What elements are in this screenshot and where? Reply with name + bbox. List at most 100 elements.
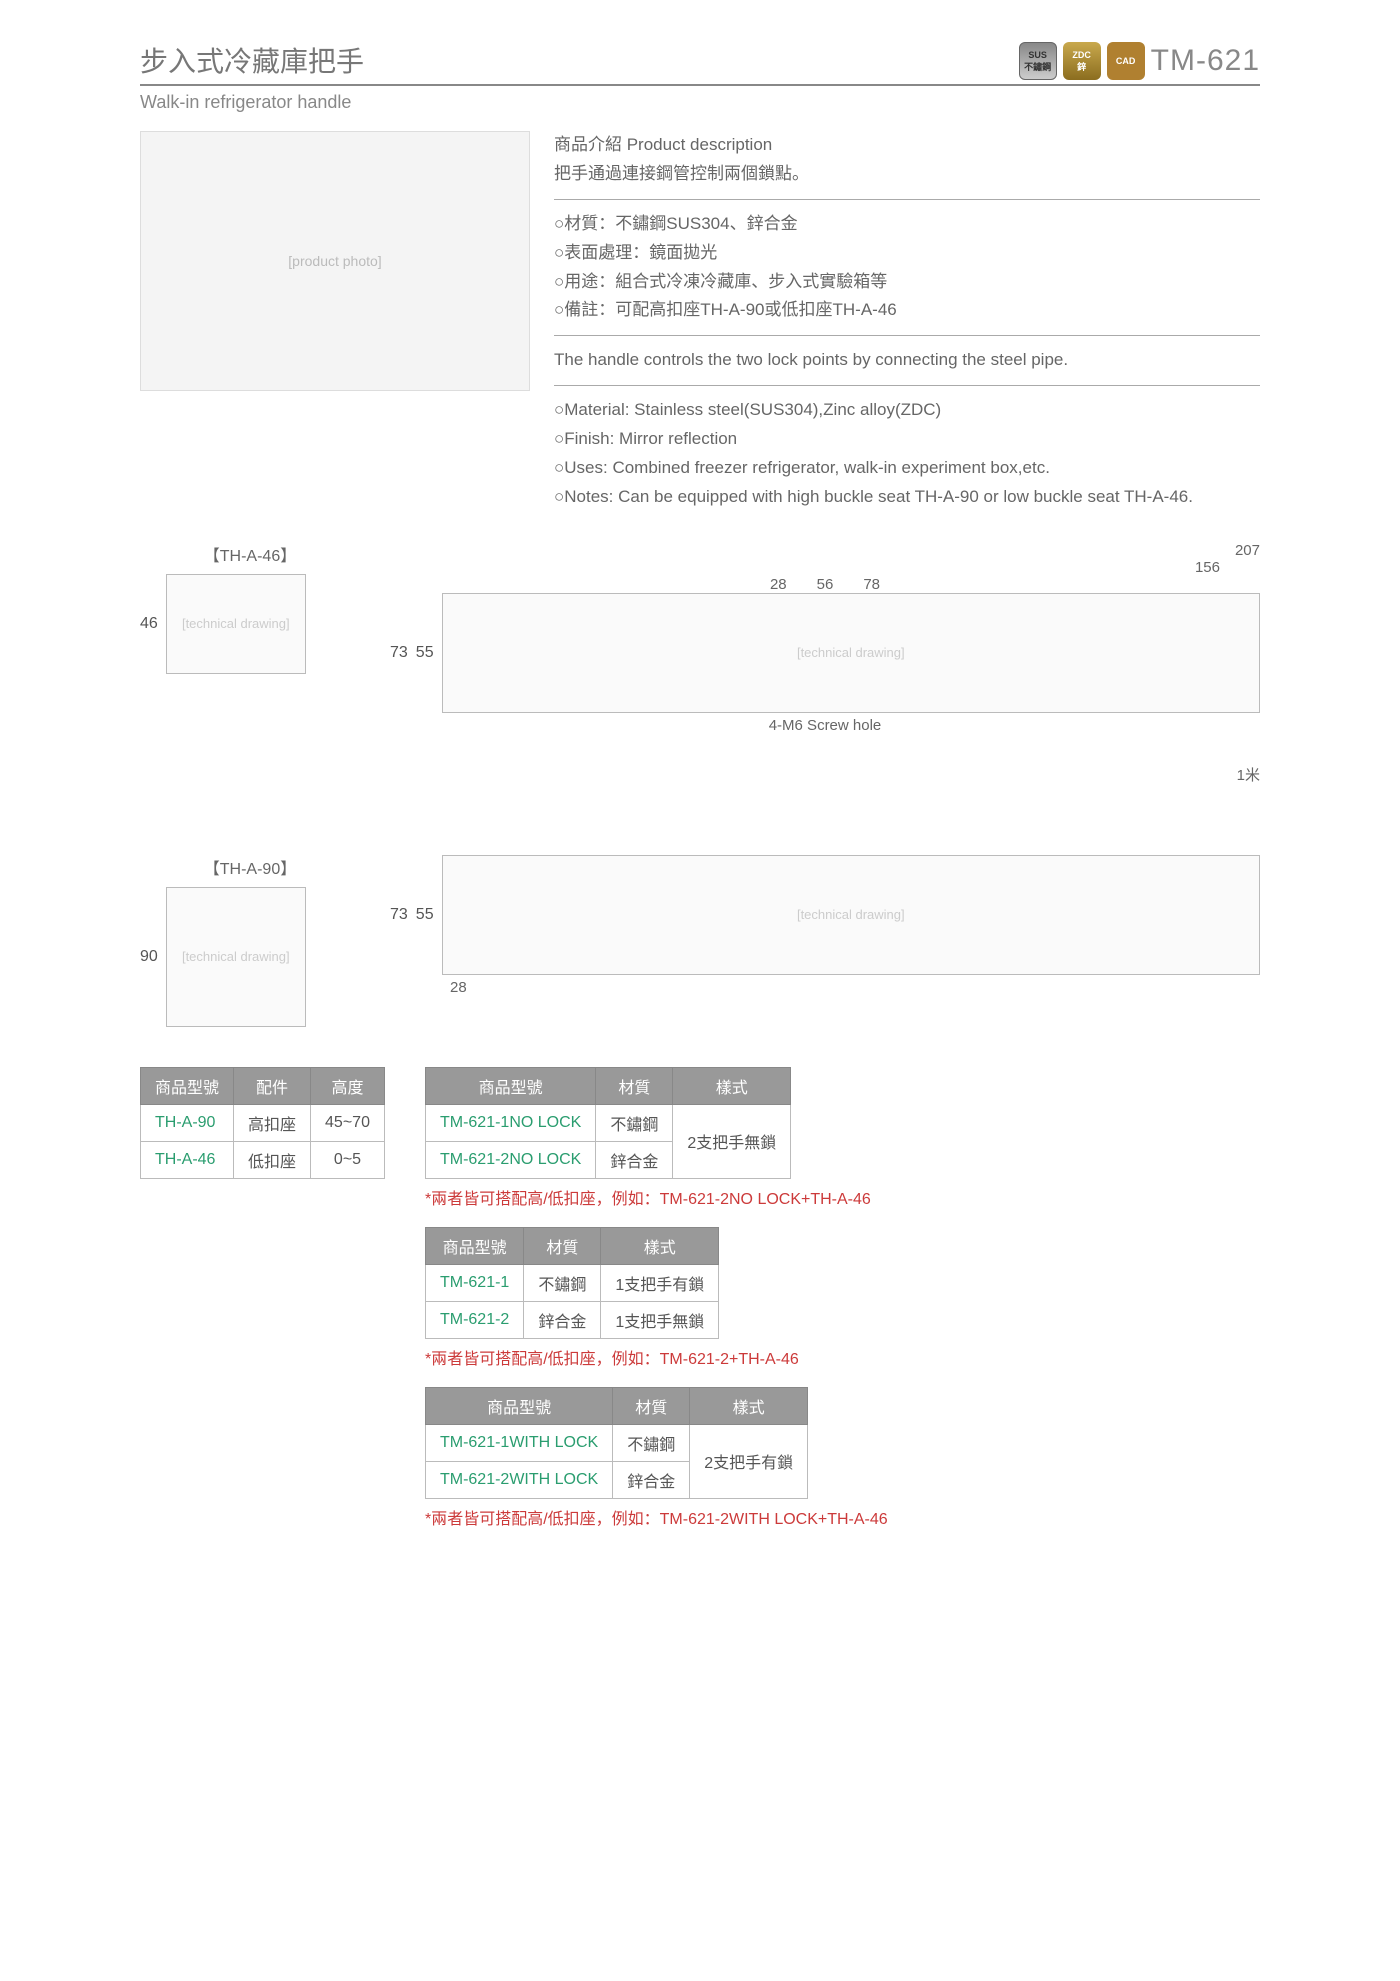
dim: 78 xyxy=(863,576,880,593)
td: 1支把手有鎖 xyxy=(601,1264,719,1301)
diagram-right: 207 156 28 56 78 73 55 [technical drawin… xyxy=(390,542,1260,815)
divider xyxy=(554,385,1260,386)
badge-text: 鋅 xyxy=(1077,60,1086,73)
th: 樣式 xyxy=(601,1227,719,1264)
table-seat-wrap: 商品型號 配件 高度 TH-A-90 高扣座 45~70 TH-A-46 低扣座… xyxy=(140,1067,385,1185)
badge-text: 不鏽鋼 xyxy=(1024,60,1051,73)
diagram-row-2: 【TH-A-90】 90 [technical drawing] 73 55 [… xyxy=(140,855,1260,1027)
header-right: SUS 不鏽鋼 ZDC 鋅 CAD TM-621 xyxy=(1019,42,1260,80)
note-c: *兩者皆可搭配高/低扣座，例如：TM-621-2WITH LOCK+TH-A-4… xyxy=(425,1505,1260,1529)
th: 材質 xyxy=(524,1227,601,1264)
badge-text: CAD xyxy=(1116,56,1136,66)
dim: 55 xyxy=(416,644,434,662)
top-section: [product photo] 商品介紹 Product description… xyxy=(140,131,1260,512)
td: 不鏽鋼 xyxy=(596,1104,673,1141)
desc-bullet: ○Finish: Mirror reflection xyxy=(554,425,1260,454)
screw-note: 4-M6 Screw hole xyxy=(390,717,1260,734)
page-subtitle-en: Walk-in refrigerator handle xyxy=(140,92,1260,113)
table-a: 商品型號 材質 樣式 TM-621-1NO LOCK 不鏽鋼 2支把手無鎖 TM… xyxy=(425,1067,791,1179)
dim: 73 xyxy=(390,644,408,662)
dim: 207 xyxy=(1235,542,1260,559)
dim-label: 90 xyxy=(140,948,158,966)
desc-bullet: ○Material: Stainless steel(SUS304),Zinc … xyxy=(554,396,1260,425)
note-b: *兩者皆可搭配高/低扣座，例如：TM-621-2+TH-A-46 xyxy=(425,1345,1260,1369)
page-title-zh: 步入式冷藏庫把手 xyxy=(140,40,364,80)
td-model: TH-A-46 xyxy=(141,1141,234,1178)
th: 商品型號 xyxy=(425,1227,523,1264)
table-seat: 商品型號 配件 高度 TH-A-90 高扣座 45~70 TH-A-46 低扣座… xyxy=(140,1067,385,1179)
dim: 55 xyxy=(416,906,434,924)
tables-col: 商品型號 材質 樣式 TM-621-1NO LOCK 不鏽鋼 2支把手無鎖 TM… xyxy=(425,1067,1260,1547)
diagram-th-a-90: [technical drawing] xyxy=(166,887,306,1027)
tables-row: 商品型號 配件 高度 TH-A-90 高扣座 45~70 TH-A-46 低扣座… xyxy=(140,1067,1260,1547)
diagram-label: 【TH-A-46】 xyxy=(140,542,360,566)
th: 配件 xyxy=(234,1067,311,1104)
th: 高度 xyxy=(311,1067,385,1104)
divider xyxy=(554,335,1260,336)
td: 不鏽鋼 xyxy=(613,1424,690,1461)
td: 鋅合金 xyxy=(613,1461,690,1498)
td-model: TM-621-1WITH LOCK xyxy=(425,1424,612,1461)
diagram-row-1: 【TH-A-46】 46 [technical drawing] 207 156… xyxy=(140,542,1260,815)
desc-bullet: ○備註：可配高扣座TH-A-90或低扣座TH-A-46 xyxy=(554,296,1260,325)
diagram-th-a-46: [technical drawing] xyxy=(166,574,306,674)
td: 45~70 xyxy=(311,1104,385,1141)
badge-zdc: ZDC 鋅 xyxy=(1063,42,1101,80)
th: 樣式 xyxy=(690,1387,808,1424)
dim-label: 46 xyxy=(140,615,158,633)
desc-bullet: ○材質：不鏽鋼SUS304、鋅合金 xyxy=(554,210,1260,239)
th: 商品型號 xyxy=(425,1067,595,1104)
td: 鋅合金 xyxy=(596,1141,673,1178)
dim: 56 xyxy=(817,576,834,593)
dim: 28 xyxy=(390,979,1260,996)
dim: 156 xyxy=(1195,559,1220,576)
desc-intro-zh: 把手通過連接鋼管控制兩個鎖點。 xyxy=(554,160,1260,189)
th: 材質 xyxy=(596,1067,673,1104)
table-b: 商品型號 材質 樣式 TM-621-1 不鏽鋼 1支把手有鎖 TM-621-2 … xyxy=(425,1227,719,1339)
badge-text: SUS xyxy=(1028,50,1047,60)
page-header: 步入式冷藏庫把手 SUS 不鏽鋼 ZDC 鋅 CAD TM-621 xyxy=(140,40,1260,86)
td: 0~5 xyxy=(311,1141,385,1178)
td: 低扣座 xyxy=(234,1141,311,1178)
diagram-left: 【TH-A-46】 46 [technical drawing] xyxy=(140,542,360,815)
td-model: TM-621-2WITH LOCK xyxy=(425,1461,612,1498)
th: 樣式 xyxy=(673,1067,791,1104)
product-description: 商品介紹 Product description 把手通過連接鋼管控制兩個鎖點。… xyxy=(554,131,1260,512)
td-model: TH-A-90 xyxy=(141,1104,234,1141)
badge-sus: SUS 不鏽鋼 xyxy=(1019,42,1057,80)
td-model: TM-621-2NO LOCK xyxy=(425,1141,595,1178)
diagram-main-1: [technical drawing] xyxy=(442,593,1260,713)
diagram-main-2: [technical drawing] xyxy=(442,855,1260,975)
td: 高扣座 xyxy=(234,1104,311,1141)
badge-cad: CAD xyxy=(1107,42,1145,80)
divider xyxy=(554,199,1260,200)
td: 鋅合金 xyxy=(524,1301,601,1338)
dim: 73 xyxy=(390,906,408,924)
table-c: 商品型號 材質 樣式 TM-621-1WITH LOCK 不鏽鋼 2支把手有鎖 … xyxy=(425,1387,808,1499)
note-a: *兩者皆可搭配高/低扣座，例如：TM-621-2NO LOCK+TH-A-46 xyxy=(425,1185,1260,1209)
diagram-left: 【TH-A-90】 90 [technical drawing] xyxy=(140,855,360,1027)
td-style: 2支把手無鎖 xyxy=(673,1104,791,1178)
desc-intro-en: The handle controls the two lock points … xyxy=(554,346,1260,375)
dim-1m: 1米 xyxy=(390,764,1260,785)
th: 商品型號 xyxy=(425,1387,612,1424)
td-model: TM-621-1NO LOCK xyxy=(425,1104,595,1141)
desc-bullet: ○Uses: Combined freezer refrigerator, wa… xyxy=(554,454,1260,483)
td-style: 2支把手有鎖 xyxy=(690,1424,808,1498)
diagram-right: 73 55 [technical drawing] 28 xyxy=(390,855,1260,1027)
td: 1支把手無鎖 xyxy=(601,1301,719,1338)
desc-bullet: ○表面處理：鏡面拋光 xyxy=(554,239,1260,268)
dim: 28 xyxy=(770,576,787,593)
badge-text: ZDC xyxy=(1072,50,1091,60)
td-model: TM-621-2 xyxy=(425,1301,523,1338)
td: 不鏽鋼 xyxy=(524,1264,601,1301)
th: 材質 xyxy=(613,1387,690,1424)
td-model: TM-621-1 xyxy=(425,1264,523,1301)
part-number: TM-621 xyxy=(1151,44,1260,78)
diagram-label: 【TH-A-90】 xyxy=(140,855,360,879)
desc-bullet: ○用途：組合式冷凍冷藏庫、步入式實驗箱等 xyxy=(554,268,1260,297)
desc-bullet: ○Notes: Can be equipped with high buckle… xyxy=(554,483,1260,512)
desc-heading: 商品介紹 Product description xyxy=(554,131,1260,160)
product-photo: [product photo] xyxy=(140,131,530,391)
th: 商品型號 xyxy=(141,1067,234,1104)
